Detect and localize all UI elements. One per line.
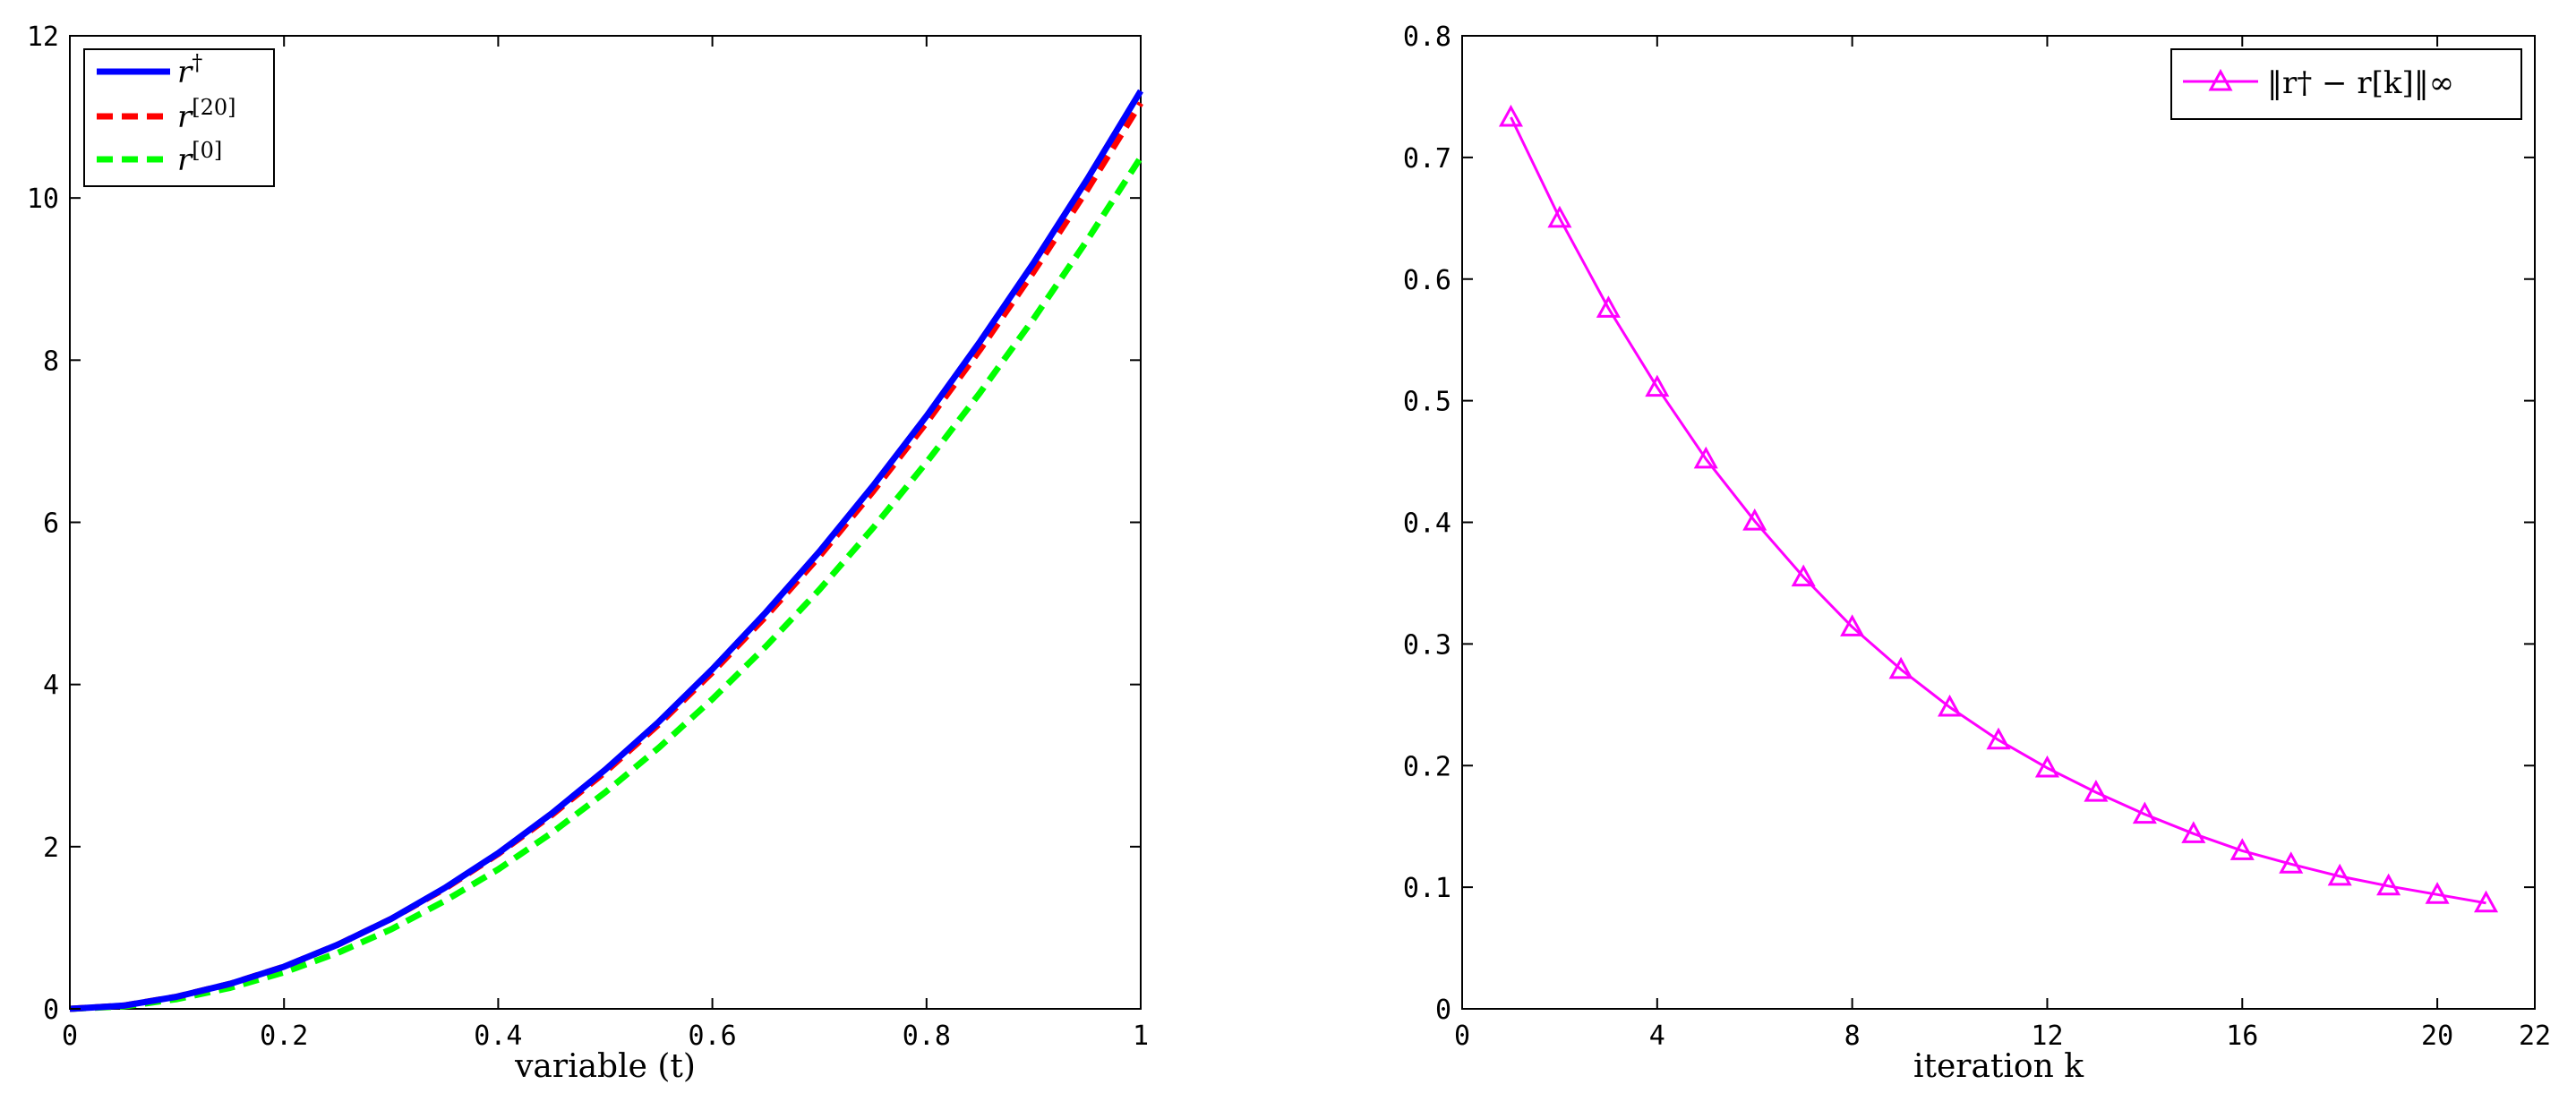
right-x-axis-label: iteration k <box>1913 1048 2084 1085</box>
right-data-point-marker <box>1888 656 1913 679</box>
right-y-tick-label: 0.3 <box>1403 629 1451 661</box>
left-series-line-1 <box>69 89 1143 1012</box>
right-legend-label: ‖r† − r[k]‖∞ <box>2267 65 2454 101</box>
right-plot-area <box>1461 35 2536 1010</box>
right-legend: ‖r† − r[k]‖∞ <box>2170 48 2522 120</box>
left-y-tick-label: 8 <box>43 346 59 377</box>
left-legend-label-1: r† <box>177 50 202 90</box>
right-data-point-marker <box>1791 564 1816 587</box>
right-x-axis-label-text: iteration k <box>1913 1048 2084 1085</box>
left-legend-label-3-sup: [0] <box>192 138 222 163</box>
left-series-line-3 <box>69 155 1143 1012</box>
right-data-point-marker <box>2376 873 2401 896</box>
right-legend-marker <box>2208 68 2233 91</box>
left-legend-entry-2: r[20] <box>97 95 236 135</box>
left-x-axis-label: variable (t) <box>514 1048 696 1085</box>
left-x-tick-label: 0.8 <box>903 1020 951 1052</box>
left-legend-entry-3: r[0] <box>97 138 222 178</box>
left-x-tick-label: 0 <box>62 1020 78 1052</box>
right-x-tick-label: 8 <box>1844 1020 1861 1052</box>
right-x-tick-label: 16 <box>2226 1020 2258 1052</box>
right-y-tick-label: 0.7 <box>1403 143 1451 175</box>
left-x-tick-label: 0.2 <box>260 1020 308 1052</box>
right-data-point-marker <box>1986 727 2011 750</box>
left-legend-label-2-base: r <box>177 99 193 135</box>
left-legend-label-1-base: r <box>177 55 193 90</box>
left-x-axis-label-text: variable (t) <box>514 1048 696 1085</box>
left-legend-entry-1: r† <box>97 50 202 90</box>
right-x-tick-label: 0 <box>1454 1020 1470 1052</box>
right-legend-box <box>2170 48 2522 120</box>
left-y-tick-label: 4 <box>43 670 59 702</box>
left-y-tick-label: 10 <box>27 184 59 215</box>
right-data-point-marker <box>1596 295 1621 318</box>
right-x-ticks: 0 4 8 12 16 20 22 <box>1454 36 2551 1052</box>
right-data-point-marker <box>1498 104 1523 127</box>
right-data-point-marker <box>2229 838 2255 860</box>
right-data-point-marker <box>1547 205 1572 228</box>
right-data-point-marker <box>1840 614 1865 636</box>
right-series-line-1 <box>1510 116 2486 905</box>
right-y-tick-label: 0.1 <box>1403 873 1451 904</box>
right-y-tick-label: 0.5 <box>1403 387 1451 418</box>
right-x-tick-label: 22 <box>2519 1020 2551 1052</box>
left-y-tick-label: 2 <box>43 832 59 864</box>
right-y-tick-label: 0.2 <box>1403 751 1451 782</box>
left-legend-label-3-base: r <box>177 142 193 178</box>
left-legend: r† r[20] r[0] <box>83 48 275 187</box>
right-data-point-marker <box>1938 694 1963 717</box>
right-x-tick-label: 20 <box>2421 1020 2453 1052</box>
right-data-point-marker <box>1645 374 1670 397</box>
right-data-point-marker <box>2279 851 2304 874</box>
right-y-tick-label: 0.6 <box>1403 265 1451 296</box>
right-y-tick-label: 0.8 <box>1403 21 1451 53</box>
right-data-point-marker <box>1742 508 1767 531</box>
right-legend-label-text: ‖r† − r[k]‖∞ <box>2267 65 2454 101</box>
right-chart: 0 4 8 12 16 20 22 0 0.1 0.2 0.3 0.4 0.5 0.6 0.7 0.8 it… <box>1403 21 2551 1085</box>
left-legend-label-2-sup: [20] <box>192 95 235 120</box>
right-data-point-marker <box>2425 882 2450 904</box>
left-y-ticks: 0 2 4 6 8 10 12 <box>27 21 1141 1026</box>
right-data-point-marker <box>2181 821 2206 843</box>
left-x-tick-label: 0.6 <box>689 1020 737 1052</box>
right-data-point-marker <box>2034 755 2059 778</box>
left-y-tick-label: 6 <box>43 508 59 540</box>
right-series-group <box>1498 104 2499 913</box>
left-legend-label-3: r[0] <box>177 138 222 178</box>
left-legend-label-1-sup: † <box>192 50 202 75</box>
right-data-point-marker <box>1693 446 1718 469</box>
left-x-ticks: 0 0.2 0.4 0.6 0.8 1 <box>62 36 1149 1052</box>
left-x-tick-label: 1 <box>1133 1020 1149 1052</box>
right-y-tick-label: 0.4 <box>1403 508 1451 540</box>
right-x-tick-label: 4 <box>1649 1020 1665 1052</box>
left-y-tick-label: 0 <box>43 995 59 1026</box>
right-data-point-marker <box>2084 780 2109 802</box>
left-y-tick-label: 12 <box>27 21 59 53</box>
right-data-point-marker <box>2474 890 2499 913</box>
right-y-tick-label: 0 <box>1435 995 1451 1026</box>
right-data-point-marker <box>2327 863 2352 886</box>
left-series-group <box>69 89 1143 1012</box>
right-data-point-marker <box>2132 801 2157 824</box>
left-legend-label-2: r[20] <box>177 95 236 135</box>
right-y-ticks: 0 0.1 0.2 0.3 0.4 0.5 0.6 0.7 0.8 <box>1403 21 2535 1026</box>
right-x-tick-label: 12 <box>2031 1020 2063 1052</box>
left-x-tick-label: 0.4 <box>474 1020 522 1052</box>
left-plot-area <box>69 35 1142 1010</box>
